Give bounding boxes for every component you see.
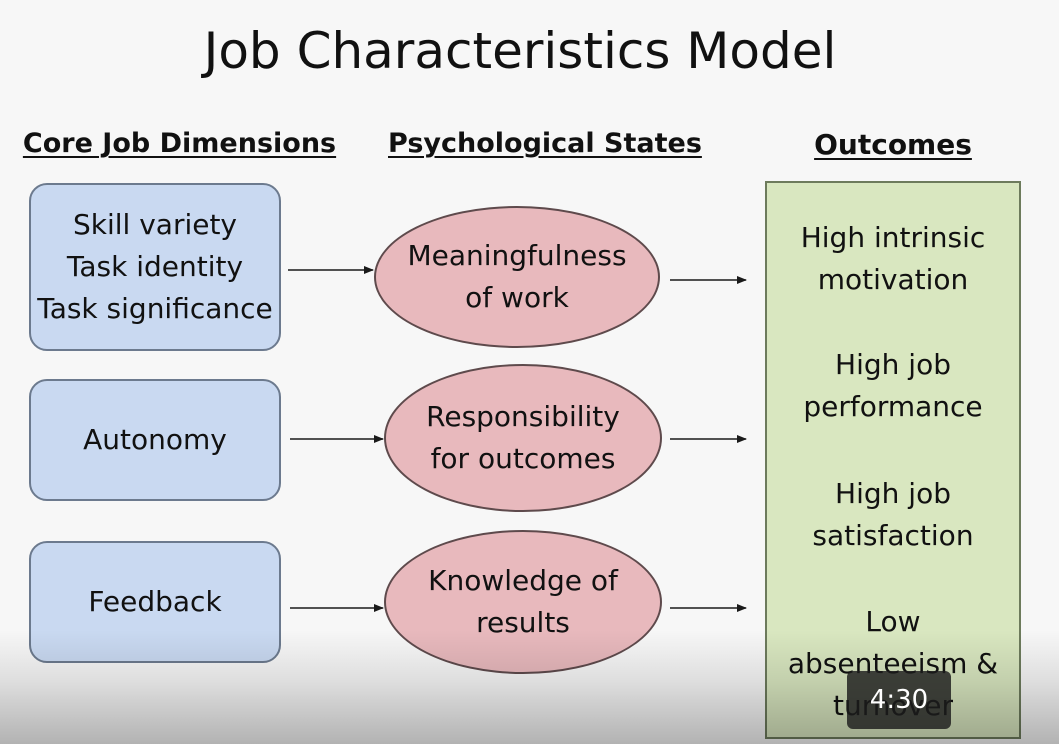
outcome-line: High job (835, 348, 951, 381)
state-ellipse-responsibility: Responsibility for outcomes (384, 364, 662, 512)
state-line: for outcomes (430, 442, 616, 475)
header-core-job-dimensions: Core Job Dimensions (22, 128, 337, 159)
dimension-box-skill-task: Skill variety Task identity Task signifi… (29, 183, 281, 351)
dimension-line: Task significance (37, 292, 273, 325)
state-line: Responsibility (426, 400, 620, 433)
state-line: Meaningfulness (407, 239, 627, 272)
dimension-box-feedback: Feedback (29, 541, 281, 663)
outcomes-box: High intrinsic motivation High job perfo… (765, 181, 1021, 739)
header-psychological-states: Psychological States (388, 128, 702, 159)
outcome-line: Low (865, 605, 921, 638)
outcome-line: High intrinsic (800, 221, 986, 254)
dimension-line: Skill variety (72, 208, 238, 241)
outcome-satisfaction: High job satisfaction (767, 473, 1019, 557)
state-line: results (476, 606, 570, 639)
dimension-line: Feedback (88, 585, 222, 618)
outcome-line: High job (835, 477, 951, 510)
state-line: Knowledge of (428, 564, 618, 597)
outcome-motivation: High intrinsic motivation (767, 217, 1019, 301)
state-line: of work (465, 281, 569, 314)
dimension-line: Task identity (66, 250, 244, 283)
outcome-performance: High job performance (767, 344, 1019, 428)
outcome-line: performance (803, 390, 983, 423)
outcome-line: motivation (817, 263, 969, 296)
state-ellipse-knowledge: Knowledge of results (384, 530, 662, 674)
dimension-box-autonomy: Autonomy (29, 379, 281, 501)
video-timestamp: 4:30 (847, 671, 951, 729)
outcome-line: satisfaction (812, 519, 974, 552)
state-ellipse-meaningfulness: Meaningfulness of work (374, 206, 660, 348)
slide-title: Job Characteristics Model (203, 22, 837, 80)
header-outcomes: Outcomes (814, 128, 972, 161)
dimension-line: Autonomy (83, 423, 227, 456)
